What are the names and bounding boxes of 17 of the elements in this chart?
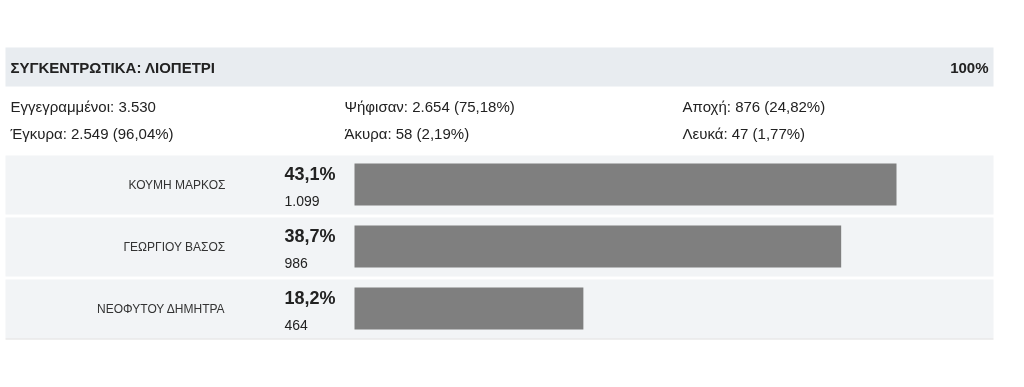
data-label: 43,1% xyxy=(284,163,336,184)
text: 464 xyxy=(284,316,309,333)
text: 986 xyxy=(284,254,309,271)
y-tick-label: ΓΕΩΡΓΙΟΥ ΒΑΣΟΣ xyxy=(123,239,226,254)
text: Εγγεγραμμένοι: 3.530 xyxy=(10,98,156,115)
text: 1.099 xyxy=(284,192,320,209)
text: Ψήφισαν: 2.654 (75,18%) xyxy=(344,98,515,115)
text: Άκυρα: 58 (2,19%) xyxy=(344,125,470,142)
text: Έγκυρα: 2.549 (96,04%) xyxy=(9,125,174,142)
y-tick-label: ΚΟΥΜΗ ΜΑΡΚΟΣ xyxy=(128,177,226,192)
text: 100% xyxy=(950,59,989,76)
data-label: 38,7% xyxy=(284,225,336,246)
data-label: 18,2% xyxy=(284,287,336,308)
text: Λευκά: 47 (1,77%) xyxy=(682,125,806,142)
y-tick-label: ΝΕΟΦΥΤΟΥ ΔΗΜΗΤΡΑ xyxy=(97,301,225,316)
text: Αποχή: 876 (24,82%) xyxy=(682,98,826,115)
text: ΣΥΓΚΕΝΤΡΩΤΙΚΑ: ΛΙΟΠΕΤΡΙ xyxy=(10,59,215,76)
